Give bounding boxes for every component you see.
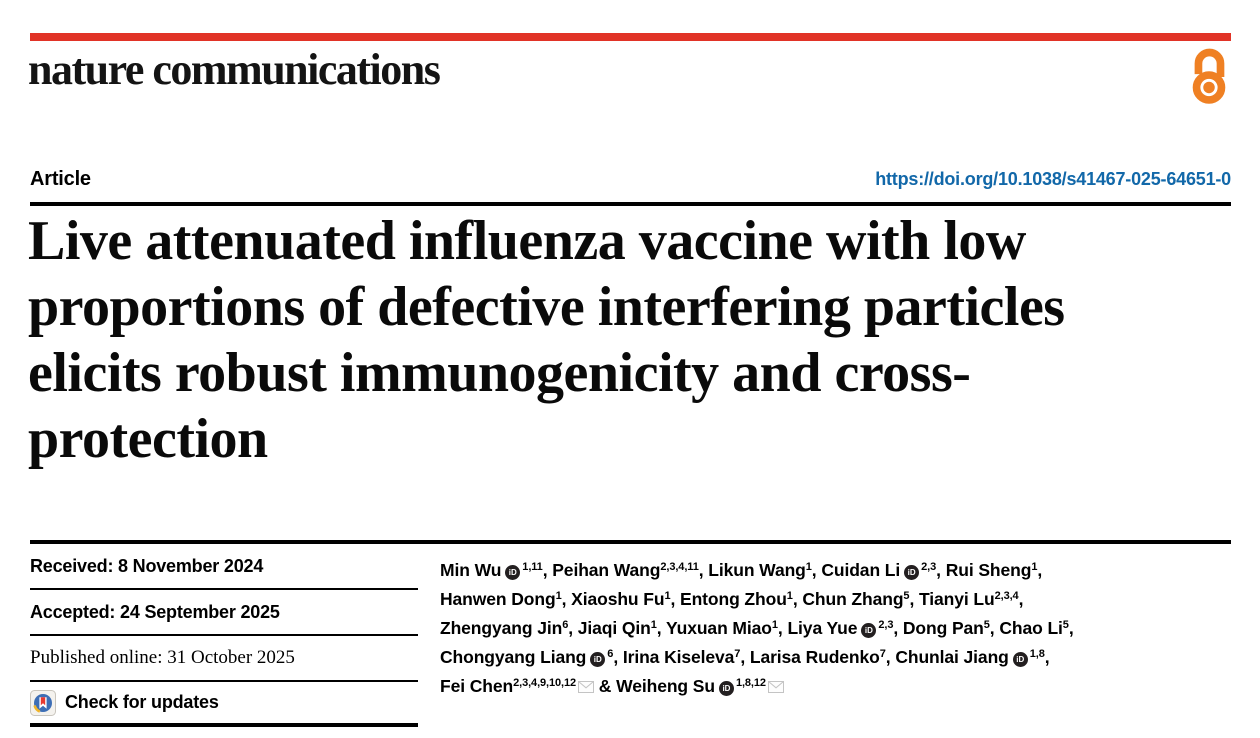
envelope-icon[interactable] bbox=[576, 676, 595, 696]
author-affiliation-superscript: 1 bbox=[650, 619, 657, 631]
author-name: Cuidan Li bbox=[821, 560, 901, 580]
author-name: Weiheng Su bbox=[616, 676, 715, 696]
journal-logo: nature communications bbox=[28, 45, 441, 94]
author-affiliation-superscript: 2,3,4 bbox=[994, 590, 1019, 602]
dates-and-authors-section: Received: 8 November 2024 Accepted: 24 S… bbox=[30, 540, 1231, 727]
author-affiliation-superscript: 6 bbox=[607, 648, 614, 660]
author-affiliation-superscript: 7 bbox=[879, 648, 886, 660]
author-affiliation-superscript: 2,3 bbox=[921, 561, 937, 573]
author-affiliation-superscript: 1 bbox=[1031, 561, 1038, 573]
author-name: Zhengyang Jin bbox=[440, 618, 563, 638]
author-name: Min Wu bbox=[440, 560, 502, 580]
published-online-date: Published online: 31 October 2025 bbox=[30, 636, 418, 682]
author-affiliation-superscript: 1 bbox=[786, 590, 793, 602]
author-affiliation-superscript: 2,3,4,9,10,12 bbox=[513, 677, 577, 689]
envelope-icon[interactable] bbox=[766, 676, 784, 696]
orcid-icon[interactable]: iD bbox=[904, 565, 920, 580]
author-affiliation-superscript: 5 bbox=[983, 619, 990, 631]
received-date: Received: 8 November 2024 bbox=[30, 544, 418, 590]
author-affiliation-superscript: 5 bbox=[903, 590, 910, 602]
orcid-icon[interactable]: iD bbox=[861, 623, 877, 638]
author-name: Chao Li bbox=[999, 618, 1063, 638]
author-affiliation-superscript: 2,3 bbox=[878, 619, 894, 631]
author-affiliation-superscript: 2,3,4,11 bbox=[660, 561, 699, 573]
author-affiliation-superscript: 5 bbox=[1062, 619, 1069, 631]
article-meta-row: Article https://doi.org/10.1038/s41467-0… bbox=[30, 168, 1231, 191]
orcid-icon[interactable]: iD bbox=[1012, 652, 1028, 667]
masthead-red-bar bbox=[30, 33, 1231, 41]
author-affiliation-superscript: 1,8,12 bbox=[735, 677, 766, 689]
author-affiliation-superscript: 7 bbox=[734, 648, 741, 660]
author-list: Min Wu iD 1,11, Peihan Wang2,3,4,11, Likun… bbox=[440, 560, 1074, 696]
publication-dates-column: Received: 8 November 2024 Accepted: 24 S… bbox=[30, 544, 418, 727]
author-affiliation-superscript: 1 bbox=[664, 590, 671, 602]
author-name: Irina Kiseleva bbox=[622, 647, 735, 667]
check-for-updates-button[interactable]: Check for updates bbox=[30, 682, 418, 727]
author-name: Rui Sheng bbox=[945, 560, 1032, 580]
title-line-1: Live attenuated influenza vaccine with l… bbox=[28, 210, 1026, 272]
header-divider-rule bbox=[30, 202, 1231, 206]
accepted-date: Accepted: 24 September 2025 bbox=[30, 590, 418, 636]
author-name: Chongyang Liang bbox=[440, 647, 587, 667]
open-access-icon bbox=[1186, 44, 1232, 112]
title-line-2: proportions of defective interfering par… bbox=[28, 276, 1065, 338]
article-title: Live attenuated influenza vaccine with l… bbox=[28, 208, 1065, 472]
author-affiliation-superscript: 1,8 bbox=[1029, 648, 1045, 660]
author-affiliation-superscript: 1 bbox=[771, 619, 778, 631]
author-name: Larisa Rudenko bbox=[749, 647, 880, 667]
orcid-icon[interactable]: iD bbox=[718, 681, 734, 696]
author-name: Xiaoshu Fu bbox=[571, 589, 665, 609]
author-name: Chunlai Jiang bbox=[895, 647, 1009, 667]
crossmark-icon bbox=[30, 689, 56, 716]
author-name: Hanwen Dong bbox=[440, 589, 556, 609]
title-line-3: elicits robust immunogenicity and cross- bbox=[28, 342, 971, 404]
author-affiliation-superscript: 1 bbox=[805, 561, 812, 573]
author-name: Entong Zhou bbox=[680, 589, 787, 609]
orcid-icon[interactable]: iD bbox=[505, 565, 521, 580]
author-name: Tianyi Lu bbox=[918, 589, 995, 609]
author-name: Likun Wang bbox=[708, 560, 806, 580]
author-affiliation-superscript: 1 bbox=[555, 590, 562, 602]
orcid-icon[interactable]: iD bbox=[590, 652, 606, 667]
article-type-label: Article bbox=[30, 168, 91, 190]
author-name: Liya Yue bbox=[787, 618, 858, 638]
author-name: Jiaqi Qin bbox=[577, 618, 651, 638]
author-name: Yuxuan Miao bbox=[666, 618, 772, 638]
author-name: Dong Pan bbox=[902, 618, 984, 638]
author-name: Chun Zhang bbox=[802, 589, 904, 609]
author-name: Fei Chen bbox=[440, 676, 514, 696]
check-for-updates-label: Check for updates bbox=[65, 692, 219, 712]
author-name: Peihan Wang bbox=[552, 560, 661, 580]
author-affiliation-superscript: 6 bbox=[562, 619, 569, 631]
doi-link[interactable]: https://doi.org/10.1038/s41467-025-64651… bbox=[875, 169, 1231, 189]
author-affiliation-superscript: 1,11 bbox=[522, 561, 543, 573]
title-line-4: protection bbox=[28, 408, 268, 470]
